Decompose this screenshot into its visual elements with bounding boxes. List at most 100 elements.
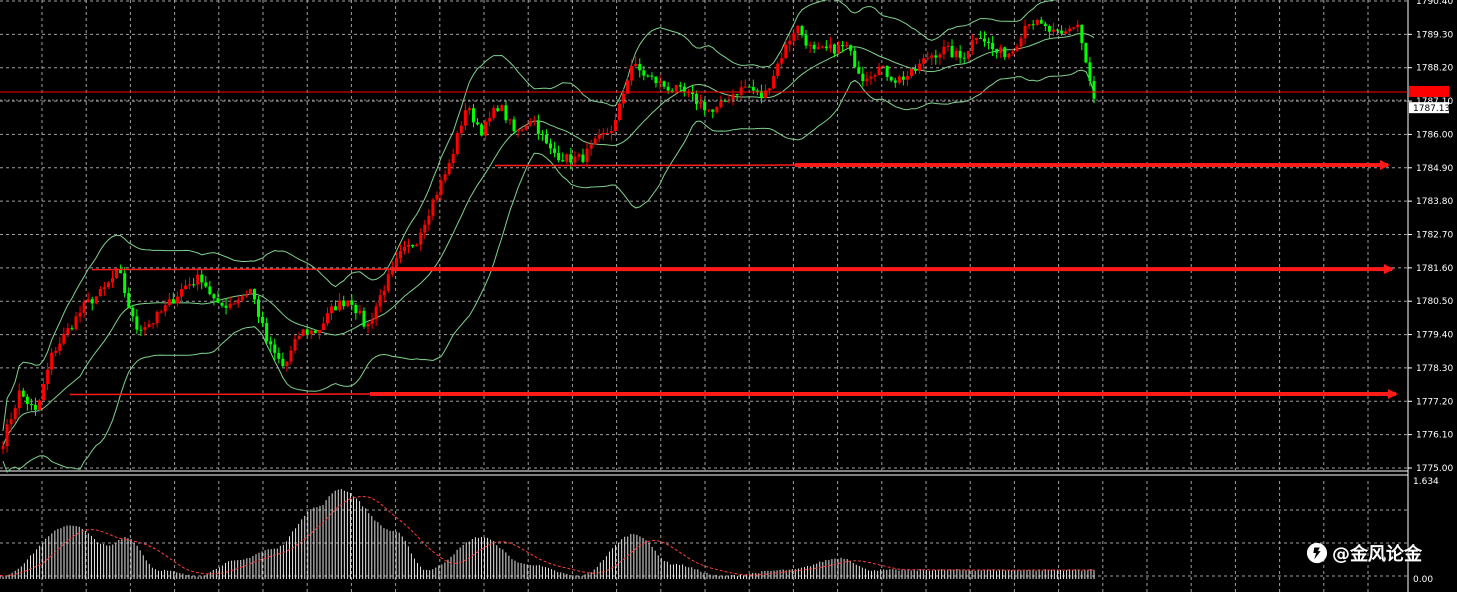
candle-body [240,296,244,300]
candle-body [889,76,893,81]
y-tick-label: 1786.00 [1416,130,1453,140]
candle-body [443,174,447,181]
candle-body [711,109,715,112]
candle-body [1076,24,1080,28]
candle-body [261,316,265,324]
bb-lower [2,69,1095,473]
candle-body [131,307,135,317]
candle-body [926,57,930,59]
candle-body [29,404,33,406]
candle-body [447,163,451,175]
current-price-marker [1409,102,1449,114]
candle-body [832,44,836,54]
candle-body [42,383,46,401]
candle-body [74,316,78,330]
candle-body [285,361,289,367]
y-tick-label: 1780.50 [1416,297,1453,307]
candle-body [597,134,601,139]
candle-body [86,299,90,303]
candle-body [735,94,739,96]
candle-body [755,90,759,92]
candle-body [200,274,204,283]
candle-body [1047,25,1051,32]
watermark-text: @金风论金 [1332,544,1422,565]
candle-body [536,120,540,134]
candle-body [707,109,711,111]
candle-body [617,103,621,120]
candle-body [289,350,293,362]
candle-body [212,294,216,299]
candle-body [914,68,918,71]
candle-body [776,63,780,76]
candle-body [5,424,9,447]
candle-body [508,119,512,121]
candle-body [642,70,646,76]
candle-body [759,90,763,99]
oscillator-histogram [0,488,1095,579]
candle-body [325,313,329,324]
candle-body [301,329,305,336]
candle-body [244,294,248,297]
candle-body [885,65,889,77]
candle-body [127,293,131,308]
candle-body [451,154,455,164]
candle-body [763,90,767,99]
candle-body [317,330,321,334]
candle-body [407,244,411,248]
candle-body [415,244,419,247]
y-tick-label: 1782.70 [1416,231,1453,241]
candle-body [820,46,824,48]
candle-body [277,352,281,359]
candle-body [252,289,256,300]
candle-body [581,154,585,163]
candle-body [62,334,66,344]
candle-body [699,101,703,104]
candle-body [435,194,439,200]
candle-body [394,258,398,267]
candle-body [950,46,954,57]
y-tick-label: 1790.40 [1416,0,1453,7]
candle-body [374,306,378,320]
candle-body [54,350,58,353]
candle-body [224,305,228,308]
candle-body [98,288,102,297]
candle-body [46,369,50,384]
candle-body [257,299,261,317]
candle-body [90,299,94,304]
candle-body [719,100,723,108]
candle-body [467,108,471,111]
candle-body [500,105,504,112]
candle-body [403,247,407,251]
candle-body [796,26,800,34]
candle-body [1015,46,1019,52]
candle-body [561,160,565,162]
candle-body [163,305,167,312]
bollinger-bands [2,0,1095,473]
candle-body [459,125,463,134]
candle-body [865,78,869,82]
candle-body [690,92,694,94]
candle-body [159,311,163,313]
candle-body [1023,25,1027,39]
y-tick-label: 1781.60 [1416,264,1453,274]
candle-body [1084,43,1088,63]
candle-body [569,154,573,163]
candle-body [954,50,958,57]
candle-body [650,75,654,77]
candle-body [167,299,171,306]
weibo-logo-icon [1306,542,1328,564]
candle-body [66,328,70,335]
bb-middle [2,33,1095,447]
candle-body [184,285,188,290]
candle-body [115,269,119,279]
candlestick-series [1,16,1096,454]
y-tick-label: 1779.40 [1416,331,1453,341]
candle-body [82,302,86,313]
level-arrow-tail [91,268,393,271]
candle-body [135,316,139,330]
y-tick-label: 1787.10 [1416,97,1453,107]
candle-body [991,42,995,50]
candle-body [309,330,313,335]
candle-body [398,250,402,259]
candle-body [593,138,597,145]
